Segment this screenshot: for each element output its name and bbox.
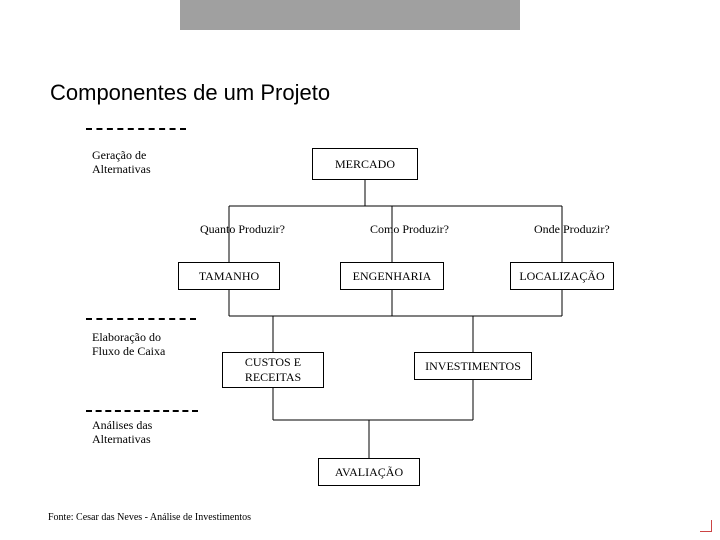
box-custos: CUSTOS E RECEITAS: [222, 352, 324, 388]
box-localizacao: LOCALIZAÇÃO: [510, 262, 614, 290]
box-mercado-label: MERCADO: [335, 157, 395, 172]
label-onde: Onde Produzir?: [534, 222, 610, 237]
source-footnote: Fonte: Cesar das Neves - Análise de Inve…: [48, 512, 251, 523]
corner-accent-icon: [700, 520, 712, 532]
box-investimentos-label: INVESTIMENTOS: [425, 359, 521, 374]
box-tamanho-label: TAMANHO: [199, 269, 259, 284]
box-custos-label: CUSTOS E RECEITAS: [245, 355, 301, 385]
box-mercado: MERCADO: [312, 148, 418, 180]
box-engenharia-label: ENGENHARIA: [353, 269, 432, 284]
box-engenharia: ENGENHARIA: [340, 262, 444, 290]
box-investimentos: INVESTIMENTOS: [414, 352, 532, 380]
label-quanto: Quanto Produzir?: [200, 222, 285, 237]
box-tamanho: TAMANHO: [178, 262, 280, 290]
box-avaliacao: AVALIAÇÃO: [318, 458, 420, 486]
label-como: Como Produzir?: [370, 222, 449, 237]
box-localizacao-label: LOCALIZAÇÃO: [519, 269, 604, 284]
box-avaliacao-label: AVALIAÇÃO: [335, 465, 403, 480]
